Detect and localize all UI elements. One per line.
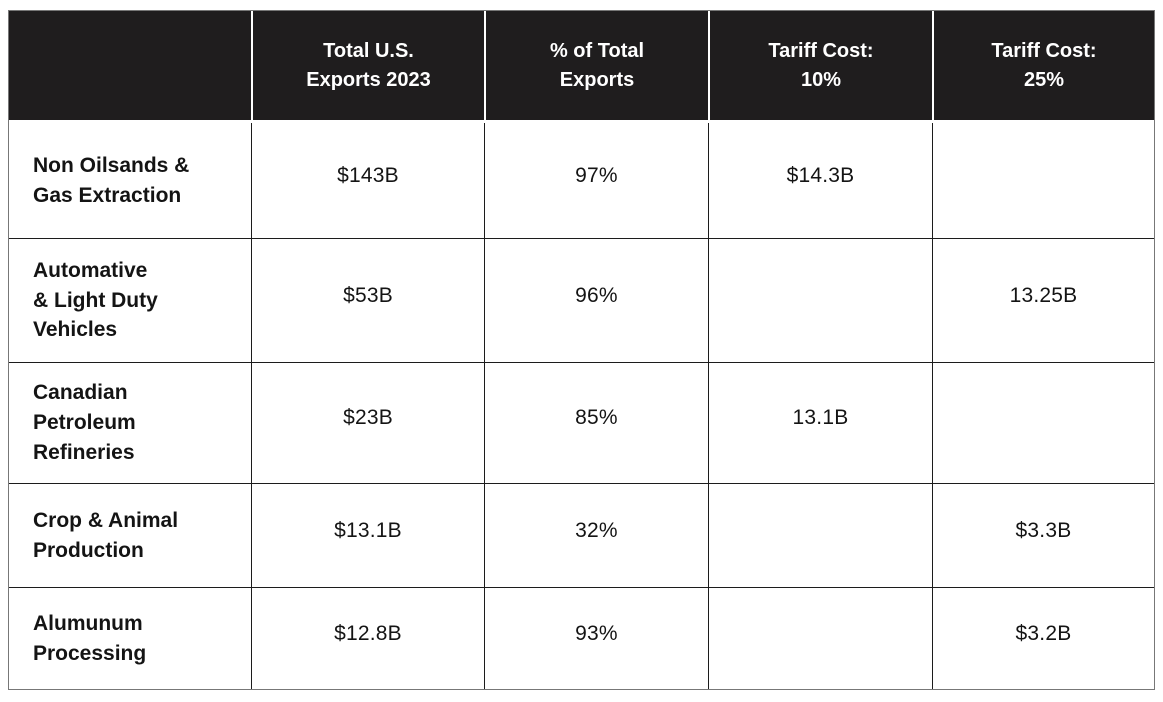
table-row: Alumunum Processing $12.8B 93% $3.2B (9, 587, 1154, 689)
header-row: Total U.S. Exports 2023 % of Total Expor… (9, 11, 1154, 123)
cell-value: 93% (484, 587, 708, 689)
cell-value-empty (708, 587, 932, 689)
cell-value: 85% (484, 362, 708, 483)
cell-value: 96% (484, 238, 708, 362)
table-row: Crop & Animal Production $13.1B 32% $3.3… (9, 483, 1154, 587)
cell-value: 32% (484, 483, 708, 587)
cell-value: $3.2B (932, 587, 1154, 689)
row-label-automative: Automative & Light Duty Vehicles (9, 238, 251, 362)
table-body: Non Oilsands & Gas Extraction $143B 97% … (9, 123, 1154, 689)
cell-value: $13.1B (251, 483, 484, 587)
cell-value: 97% (484, 123, 708, 238)
cell-value-empty (708, 238, 932, 362)
cell-value: 13.1B (708, 362, 932, 483)
header-cell-tariff-25: Tariff Cost: 25% (932, 11, 1154, 123)
header-cell-blank (9, 11, 251, 123)
cell-value-empty (708, 483, 932, 587)
cell-value-empty (932, 362, 1154, 483)
table-row: Automative & Light Duty Vehicles $53B 96… (9, 238, 1154, 362)
cell-value-empty (932, 123, 1154, 238)
cell-value: $14.3B (708, 123, 932, 238)
header-cell-total-exports: Total U.S. Exports 2023 (251, 11, 484, 123)
cell-value: 13.25B (932, 238, 1154, 362)
cell-value: $3.3B (932, 483, 1154, 587)
table-header: Total U.S. Exports 2023 % of Total Expor… (9, 11, 1154, 123)
row-label-alumunum: Alumunum Processing (9, 587, 251, 689)
cell-value: $12.8B (251, 587, 484, 689)
tariff-table: Total U.S. Exports 2023 % of Total Expor… (8, 10, 1155, 690)
table-row: Non Oilsands & Gas Extraction $143B 97% … (9, 123, 1154, 238)
header-cell-percent-of-total: % of Total Exports (484, 11, 708, 123)
row-label-petroleum: Canadian Petroleum Refineries (9, 362, 251, 483)
cell-value: $23B (251, 362, 484, 483)
cell-value: $143B (251, 123, 484, 238)
cell-value: $53B (251, 238, 484, 362)
row-label-non-oilsands: Non Oilsands & Gas Extraction (33, 153, 190, 207)
table-row: Canadian Petroleum Refineries $23B 85% 1… (9, 362, 1154, 483)
header-cell-tariff-10: Tariff Cost: 10% (708, 11, 932, 123)
row-label-crop-animal: Crop & Animal Production (9, 483, 251, 587)
